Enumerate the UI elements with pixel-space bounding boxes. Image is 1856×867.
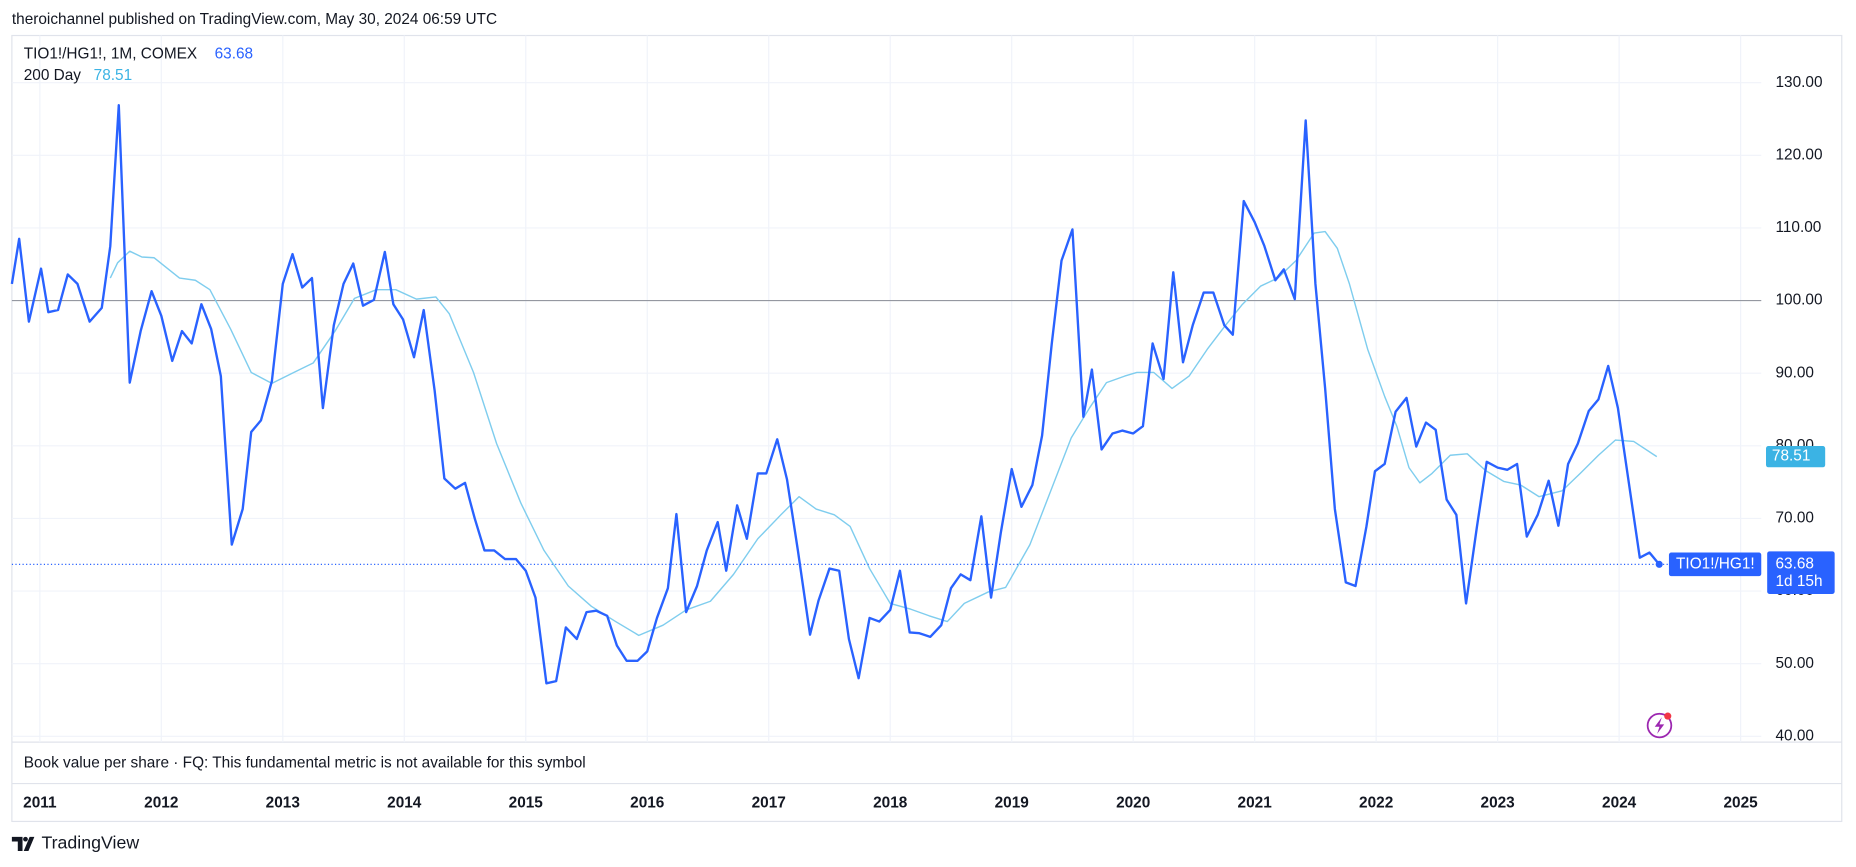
icon-dot bbox=[1664, 712, 1672, 720]
x-tick-label: 2022 bbox=[1359, 795, 1393, 812]
series-line bbox=[109, 230, 1658, 637]
symbol-label: TIO1!/HG1! bbox=[1676, 555, 1755, 572]
lower-pane-text: Book value per share · FQ: This fundamen… bbox=[24, 754, 586, 771]
price-label-box bbox=[1767, 551, 1835, 594]
x-tick-label: 2018 bbox=[873, 795, 908, 812]
y-tick-label: 50.00 bbox=[1775, 655, 1813, 672]
ma-label-box bbox=[1766, 445, 1826, 468]
x-tick-label: 2016 bbox=[630, 795, 664, 812]
ma-label: 78.51 bbox=[1772, 448, 1810, 465]
x-tick-label: 2020 bbox=[1116, 795, 1150, 812]
logo-dot bbox=[23, 836, 28, 842]
x-tick-label: 2023 bbox=[1481, 795, 1515, 812]
logo-mark bbox=[11, 836, 35, 852]
x-tick-label: 2013 bbox=[266, 795, 300, 812]
publish-header: theroichannel published on TradingView.c… bbox=[12, 11, 497, 28]
x-tick-label: 2025 bbox=[1724, 795, 1759, 812]
y-tick-label: 100.00 bbox=[1775, 292, 1822, 309]
x-tick-label: 2024 bbox=[1602, 795, 1637, 812]
x-tick-label: 2021 bbox=[1238, 795, 1273, 812]
x-tick-label: 2019 bbox=[995, 795, 1029, 812]
symbol-label-box bbox=[1668, 552, 1762, 577]
y-tick-label: 70.00 bbox=[1775, 510, 1813, 527]
legend-ma-value: 78.51 bbox=[94, 67, 132, 84]
legend-symbol-value: 63.68 bbox=[215, 46, 253, 63]
legend-ma-name: 200 Day bbox=[24, 67, 82, 84]
legend-symbol: TIO1!/HG1!, 1M, COMEX bbox=[24, 46, 197, 63]
lightning-icon bbox=[1646, 712, 1673, 739]
footer-brand: TradingView bbox=[41, 833, 139, 853]
countdown-label: 1d 15h bbox=[1775, 573, 1822, 590]
y-tick-label: 40.00 bbox=[1775, 727, 1813, 744]
icon-bolt bbox=[1654, 717, 1665, 734]
y-tick-label: 130.00 bbox=[1775, 74, 1822, 91]
x-tick-label: 2012 bbox=[144, 795, 178, 812]
y-tick-label: 90.00 bbox=[1775, 364, 1813, 381]
x-tick-label: 2014 bbox=[387, 795, 422, 812]
chart-frame bbox=[11, 34, 1843, 823]
x-tick-label: 2015 bbox=[509, 795, 544, 812]
last-price-dot bbox=[1655, 560, 1663, 568]
y-tick-label: 120.00 bbox=[1775, 146, 1822, 163]
x-tick-label: 2017 bbox=[752, 795, 786, 812]
series-line bbox=[10, 104, 1661, 685]
icon-ring bbox=[1646, 712, 1673, 739]
x-tick-label: 2011 bbox=[23, 795, 57, 812]
tv-logo bbox=[11, 836, 35, 852]
price-label: 63.68 bbox=[1775, 555, 1813, 572]
y-tick-label: 110.00 bbox=[1775, 219, 1821, 236]
